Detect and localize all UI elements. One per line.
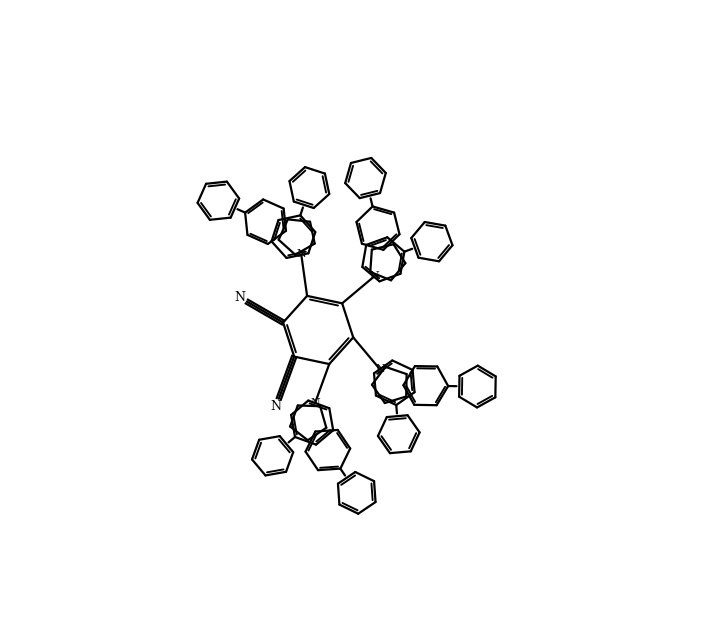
Text: N: N xyxy=(296,249,306,260)
Text: N: N xyxy=(370,272,379,281)
Text: N: N xyxy=(271,400,282,413)
Text: N: N xyxy=(375,365,385,374)
Text: N: N xyxy=(234,291,246,304)
Text: N: N xyxy=(310,399,320,408)
